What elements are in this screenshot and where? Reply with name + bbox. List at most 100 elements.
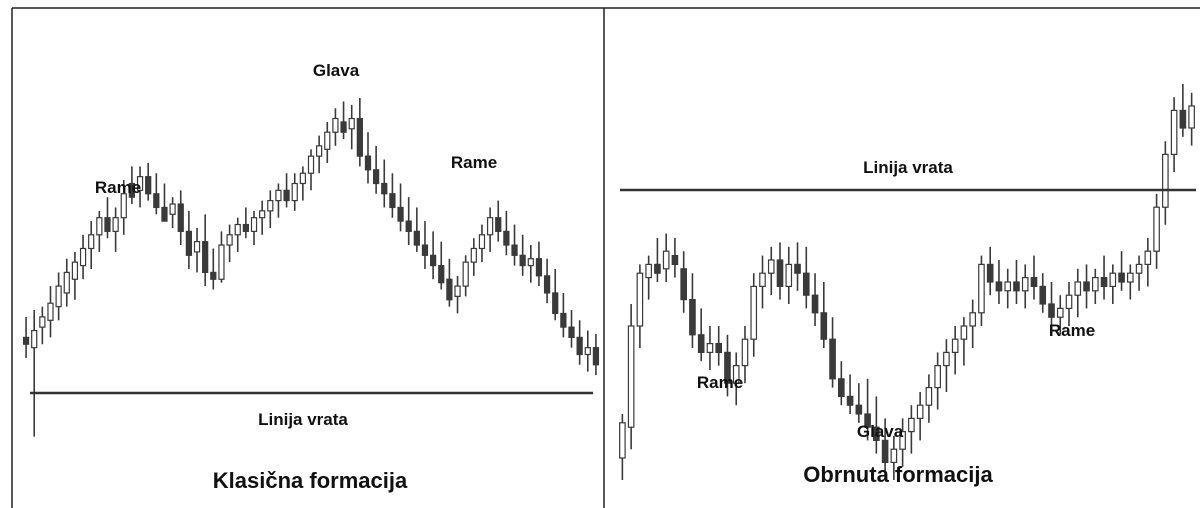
classic-candle-body [405, 220, 412, 232]
inverse-candle-body [724, 351, 731, 384]
inverse-candle-body [846, 395, 854, 406]
inverse-neckline-label: Linija vrata [863, 158, 953, 177]
classic-candle-body [316, 145, 323, 157]
inverse-candle-body [960, 325, 968, 340]
classic-candle-body [462, 261, 469, 287]
classic-right-shoulder-label: Rame [451, 153, 497, 172]
classic-candle-body [104, 217, 111, 232]
inverse-candle-body [645, 263, 652, 279]
inverse-candle-body [619, 422, 626, 459]
classic-candle-body [446, 278, 453, 301]
inverse-candle-body [908, 417, 915, 433]
classic-candle-body [96, 217, 103, 236]
classic-candle-body [560, 312, 567, 328]
inverse-candle-body [978, 263, 985, 314]
classic-candle-body [161, 206, 168, 222]
inverse-candle-body [1118, 272, 1125, 283]
classic-candle-body [486, 217, 494, 236]
inverse-candle-body [820, 312, 828, 340]
classic-candle-body [226, 234, 233, 246]
classic-candle-body [552, 292, 559, 315]
inverse-candle-body [934, 365, 941, 389]
classic-candle-body [291, 182, 298, 202]
inverse-candle-body [802, 272, 810, 296]
inverse-candle-body [697, 334, 705, 353]
classic-candle-body [128, 182, 136, 198]
inverse-candle-body [899, 431, 906, 450]
classic-candle-body [568, 326, 575, 339]
inverse-candle-body [943, 351, 950, 367]
inverse-candle-body [881, 439, 889, 463]
inverse-candle-body [776, 259, 784, 287]
inverse-candle-body [715, 343, 723, 354]
inverse-candle-body [785, 263, 793, 287]
inverse-candle-body [916, 404, 924, 420]
classic-candle-body [79, 247, 87, 267]
classic-candle-body [519, 254, 526, 267]
classic-candle-body [31, 329, 38, 349]
classic-candle-body [22, 336, 30, 345]
classic-candle-body [259, 210, 266, 219]
classic-candle-body [283, 189, 290, 202]
inverse-candle-body [1039, 285, 1047, 305]
inverse-candle-body [706, 343, 714, 354]
classic-candle-body [576, 336, 583, 356]
classic-head-label: Glava [313, 61, 360, 80]
inverse-candle-body [794, 263, 801, 274]
inverse-candle-body [1127, 272, 1134, 283]
classic-candle-body [356, 117, 363, 157]
inverse-candle-body [750, 285, 758, 340]
inverse-candle-body [1048, 303, 1055, 318]
classic-candle-body [592, 347, 600, 366]
classic-candle-body [275, 189, 282, 202]
inverse-candle-body [759, 272, 766, 288]
inverse-candle-body [636, 272, 644, 327]
inverse-candle-body [1179, 109, 1187, 129]
inverse-candle-body [1135, 263, 1143, 274]
inverse-candle-body [873, 426, 880, 442]
classic-left-shoulder-label: Rame [95, 178, 141, 197]
classic-candle-body [193, 241, 201, 253]
inverse-candle-body [1074, 281, 1082, 296]
inverse-candle-body [767, 259, 775, 274]
classic-candle-body [210, 271, 217, 280]
inverse-candle-body [1100, 277, 1108, 288]
classic-pattern-title: Klasična formacija [213, 468, 408, 493]
classic-candle-body [470, 247, 477, 263]
classic-candle-body [63, 271, 70, 294]
classic-pattern-candles [22, 98, 600, 437]
inverse-candle-body [1144, 250, 1152, 265]
classic-candle-body [373, 169, 380, 185]
classic-candle-body [584, 347, 591, 356]
classic-candle-body [120, 193, 127, 219]
classic-candle-body [348, 117, 355, 130]
classic-candle-body [421, 244, 429, 256]
classic-candle-body [202, 241, 209, 274]
inverse-candle-body [855, 404, 863, 415]
inverse-candle-body [1083, 281, 1090, 292]
classic-candle-body [47, 302, 54, 321]
classic-candle-body [364, 155, 372, 171]
classic-candle-body [413, 230, 420, 246]
classic-candle-body [397, 206, 404, 222]
classic-candle-body [112, 217, 119, 232]
inverse-candle-body [1162, 153, 1169, 208]
inverse-candle-body [1065, 294, 1073, 310]
classic-candle-body [543, 275, 551, 294]
classic-candle-body [299, 172, 306, 185]
inverse-candle-body [689, 299, 696, 336]
classic-candle-body [185, 230, 193, 256]
classic-candle-body [495, 217, 502, 232]
classic-candle-body [324, 131, 331, 150]
classic-candle-body [389, 193, 396, 209]
inverse-candle-body [1091, 277, 1099, 292]
inverse-candle-body [1109, 272, 1117, 288]
classic-candle-body [39, 316, 46, 328]
inverse-candle-body [995, 281, 1003, 292]
inverse-candle-body [811, 294, 819, 314]
inverse-candle-body [986, 263, 994, 283]
classic-candle-body [535, 258, 543, 277]
inverse-candle-body [680, 268, 687, 301]
classic-candle-body [153, 193, 160, 209]
